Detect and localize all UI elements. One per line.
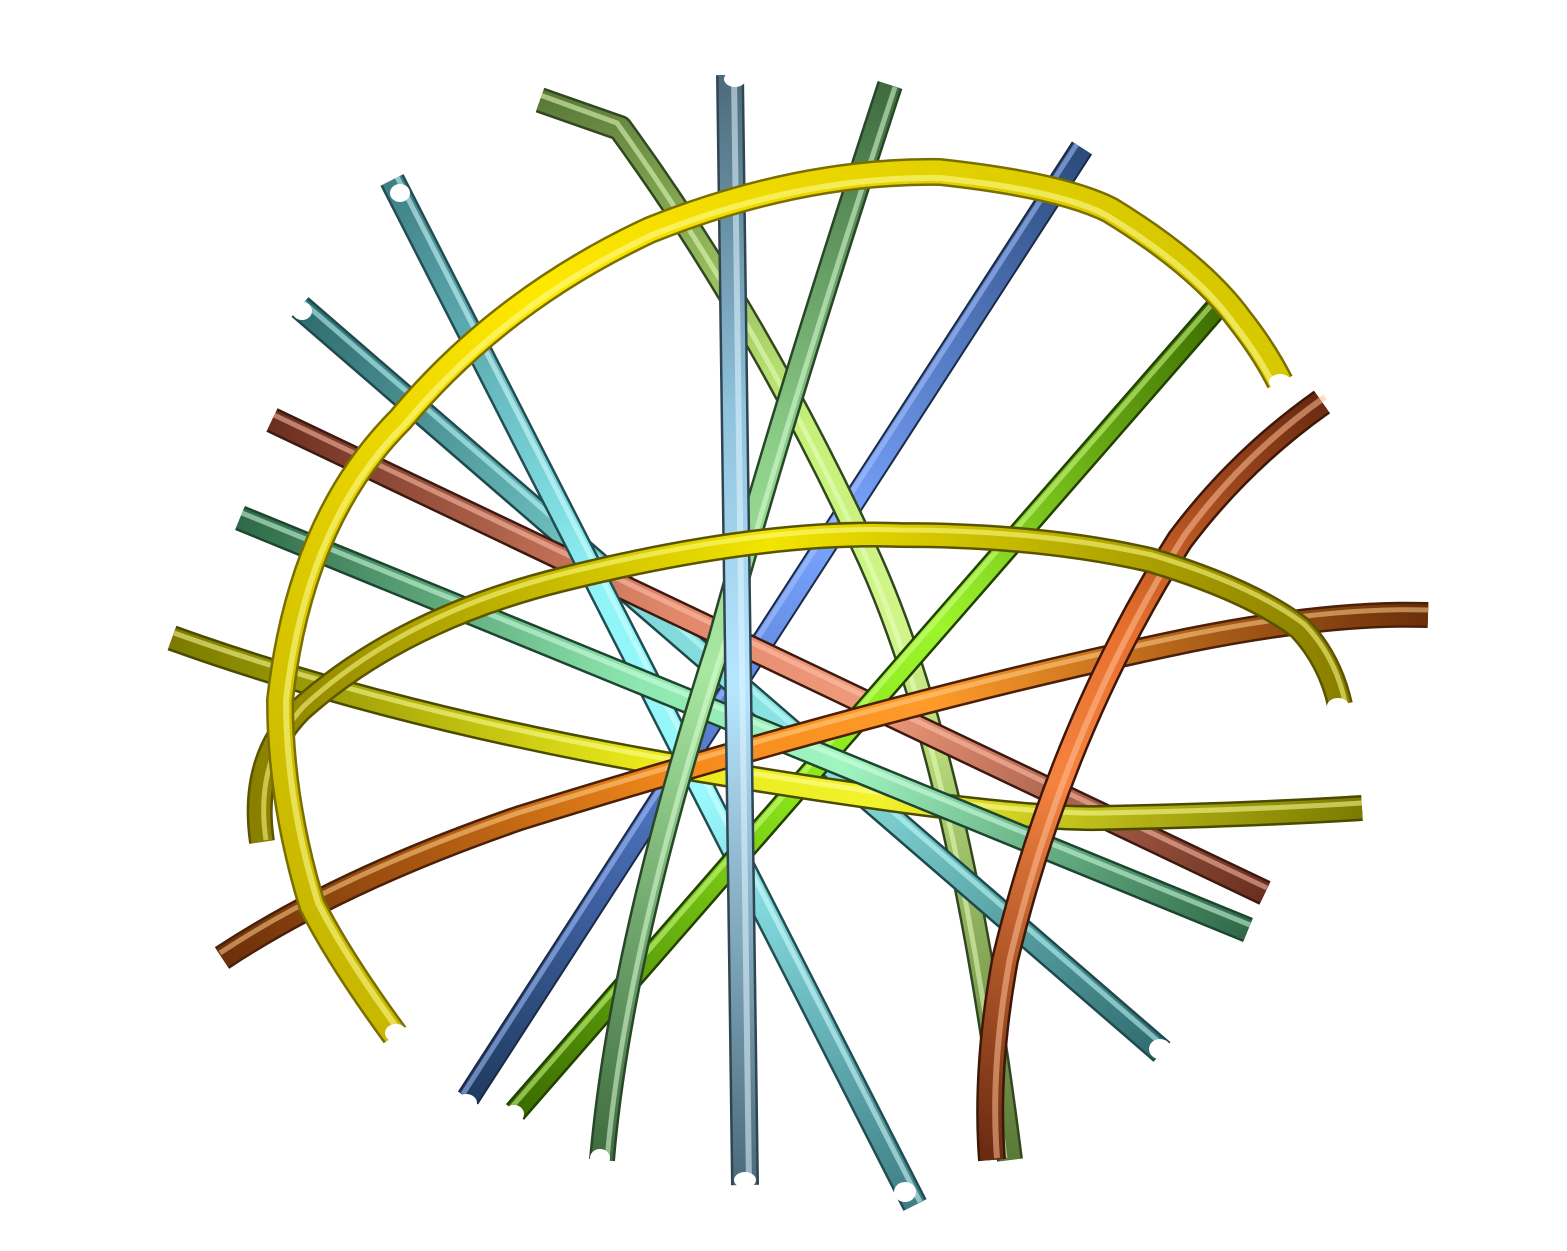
tube-steel-end-cap-top <box>724 71 746 87</box>
tube-yellow-bright-end-cap-top <box>1269 374 1291 390</box>
tube-blue-end-cap <box>455 1094 477 1112</box>
tube-lime-end-cap <box>504 1105 524 1123</box>
tube-olive-green-curve <box>535 87 1023 1162</box>
tube-sage-end-cap <box>590 1149 610 1167</box>
tube-teal-end-cap-bottom <box>1149 1039 1171 1059</box>
tube-yellow-bright-end-cap-bottom <box>385 1024 407 1042</box>
tube-steel-vertical <box>716 71 759 1188</box>
tube-blue-diagonal <box>455 141 1093 1112</box>
tube-yellow-mid-arc <box>246 521 1353 844</box>
tube-yellow-bright-arc <box>266 157 1293 1044</box>
tube-yellow-mid-end-cap <box>1327 698 1349 714</box>
tube-teal-end-cap-top <box>292 302 312 320</box>
tube-cyan-end-cap-bottom <box>894 1182 916 1202</box>
tube-rust-curve <box>976 390 1331 1162</box>
tube-steel-end-cap-bottom <box>734 1172 756 1188</box>
tube-cyan-end-cap-top <box>390 184 410 202</box>
